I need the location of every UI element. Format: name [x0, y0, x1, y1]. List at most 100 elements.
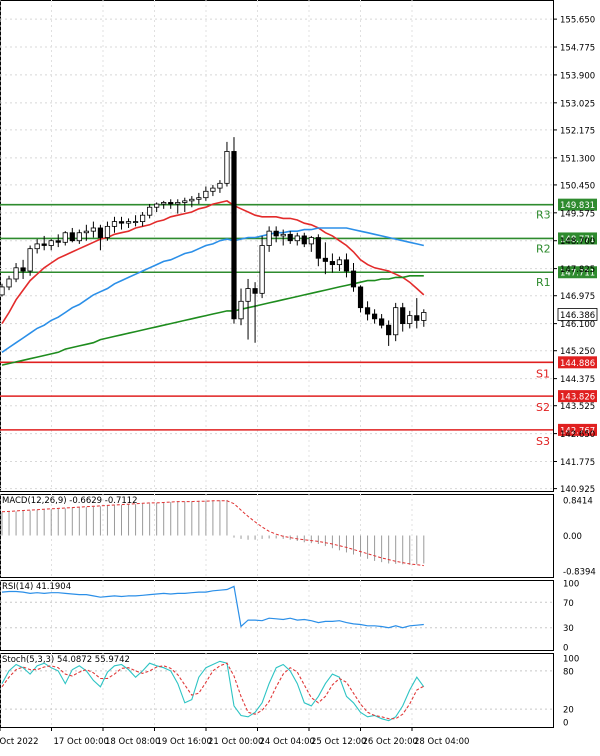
candle-bearish [231, 151, 237, 320]
level-price-tag-r1 [558, 266, 597, 279]
candle-bullish [6, 278, 12, 288]
price-tick-label: 153.025 [560, 99, 595, 109]
macd-tick-label: 0.00 [563, 532, 582, 542]
macd-tick-label: 0.8414 [563, 496, 593, 506]
level-name-s3: S3 [536, 435, 550, 448]
time-tick-label: 24 Oct 04:00 [260, 737, 315, 747]
panel-frame-rsi [0, 580, 554, 651]
rsi-line [1, 585, 424, 629]
price-tick-label: 141.775 [560, 458, 595, 468]
level-name-s2: S2 [536, 401, 550, 414]
candle-bearish [41, 243, 47, 246]
candle-bullish [154, 203, 160, 208]
level-name-r2: R2 [536, 242, 551, 255]
candle-bullish [125, 221, 132, 224]
macd-tick-label: -0.8394 [563, 568, 596, 578]
candle-bullish [0, 286, 5, 296]
stoch-d-line [1, 662, 425, 720]
macd-panel: MACD(12,26,9) -0.6629 -0.7112 0.8414 0.00 -… [1, 496, 596, 578]
time-tick-label: 28 Oct 04:00 [414, 737, 469, 747]
price-tick-label: 143.525 [560, 402, 595, 412]
moving-average-line-1 [1, 200, 425, 325]
price-tick-label: 150.450 [560, 181, 595, 191]
price-tick-label: 146.975 [560, 292, 595, 302]
candle-bullish [217, 182, 223, 189]
level-price-tag-r3 [558, 198, 597, 211]
candle-bullish [139, 214, 146, 222]
candlestick-series [0, 137, 427, 346]
level-price-tag-s3 [558, 423, 597, 436]
candle-bearish [364, 307, 371, 315]
candle-bearish [315, 237, 321, 259]
macd-signal-line [1, 500, 424, 567]
candle-bullish [259, 245, 265, 294]
price-tick-label: 144.375 [560, 375, 595, 385]
stoch-tick-label: 20 [563, 706, 574, 716]
candle-bearish [97, 227, 104, 238]
time-tick-label: 13 Oct 2022 [0, 737, 39, 747]
candle-bullish [34, 243, 40, 250]
candle-bearish [414, 315, 420, 321]
candle-bullish [111, 221, 118, 227]
candle-bullish [189, 198, 195, 202]
stoch-k-line [1, 660, 425, 722]
level-price-label-s3: 142.767 [560, 426, 595, 436]
level-price-label-s2: 143.826 [560, 393, 595, 403]
stoch-tick-label: 80 [563, 667, 574, 677]
candle-bullish [421, 312, 427, 321]
price-tick-label: 146.100 [560, 320, 595, 330]
rsi-panel: RSI(14) 41.1904 100 70 30 0 [0, 580, 579, 653]
candle-bearish [287, 233, 293, 242]
rsi-tick-label: 70 [563, 599, 574, 609]
price-tick-label: 149.575 [560, 209, 595, 219]
candle-bullish [238, 300, 244, 320]
price-tick-label: 142.650 [560, 430, 595, 440]
price-tick-label: 154.775 [560, 44, 595, 54]
price-tick-label: 140.925 [560, 485, 595, 495]
candle-bearish [357, 286, 364, 309]
candle-bullish [407, 315, 413, 325]
candle-bullish [62, 232, 68, 243]
stochastic-panel: Stoch(5,3,3) 54.0872 55.9742 100 80 20 0 [0, 655, 579, 728]
candle-bullish [294, 235, 300, 242]
level-price-tag-s1 [558, 356, 597, 369]
price-tick-label: 155.650 [560, 16, 595, 26]
panel-frame-macd [0, 494, 554, 578]
time-tick-label: 19 Oct 16:00 [157, 737, 212, 747]
candle-bullish [13, 267, 19, 280]
time-tick-label: 26 Oct 20:00 [363, 737, 418, 747]
price-tick-label: 151.300 [560, 154, 595, 164]
price-tick-label: 152.175 [560, 126, 595, 136]
last-price-label: 146.386 [560, 311, 595, 321]
candle-bearish [301, 235, 307, 245]
panel-frame-price [0, 0, 554, 492]
candle-bullish [175, 202, 181, 205]
price-tick-label: 147.825 [560, 265, 595, 275]
time-tick-label: 21 Oct 00:00 [208, 737, 263, 747]
level-name-r3: R3 [536, 209, 551, 222]
level-price-label-r2: 148.771 [560, 235, 595, 245]
candle-bullish [90, 227, 96, 232]
stoch-tick-label: 100 [563, 655, 579, 665]
time-tick-label: 25 Oct 12:00 [311, 737, 366, 747]
panel-frame-stoch [0, 653, 554, 728]
candle-bullish [196, 197, 202, 200]
candle-bullish [245, 288, 251, 302]
rsi-tick-label: 30 [563, 624, 574, 634]
candle-bearish [386, 324, 392, 336]
candle-bullish [161, 202, 167, 205]
level-name-r1: R1 [536, 276, 551, 289]
candle-bearish [273, 230, 279, 237]
candle-bearish [379, 318, 385, 326]
rsi-title: RSI(14) 41.1904 [2, 582, 71, 592]
candle-bullish [224, 151, 230, 184]
candle-bearish [322, 257, 328, 262]
candle-bearish [118, 221, 125, 224]
candle-bullish [266, 230, 272, 246]
macd-title: MACD(12,26,9) -0.6629 -0.7112 [2, 496, 138, 506]
candle-bullish [336, 259, 343, 266]
price-tick-label: 145.250 [560, 347, 595, 357]
